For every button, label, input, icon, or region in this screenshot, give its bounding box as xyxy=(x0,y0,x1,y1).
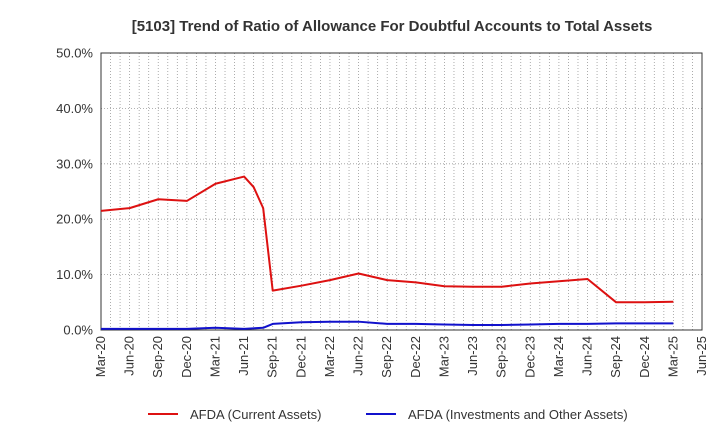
legend-label-1: AFDA (Current Assets) xyxy=(190,407,321,422)
series-line-1 xyxy=(100,175,674,304)
x-tick-label: Jun-20 xyxy=(122,336,137,376)
legend-label-2: AFDA (Investments and Other Assets) xyxy=(408,407,628,422)
plot-area: 0.0% 10.0% 20.0% 30.0% 40.0% 50.0% Mar-20 Jun-2… xyxy=(56,46,709,378)
y-tick-label: 40.0% xyxy=(56,101,93,116)
x-tick-label: Dec-24 xyxy=(637,336,652,378)
chart-title: [5103] Trend of Ratio of Allowance For D… xyxy=(132,18,653,35)
y-tick-label: 20.0% xyxy=(56,212,93,227)
y-tick-label: 50.0% xyxy=(56,46,93,61)
x-tick-label: Jun-21 xyxy=(236,336,251,376)
x-tick-label: Dec-22 xyxy=(408,336,423,378)
x-tick-label: Sep-22 xyxy=(379,336,394,378)
x-tick-label: Dec-23 xyxy=(522,336,537,378)
x-tick-label: Jun-23 xyxy=(465,336,480,376)
plot-frame xyxy=(100,52,703,331)
x-tick-label: Jun-24 xyxy=(580,336,595,376)
x-tick-label: Jun-25 xyxy=(694,336,709,376)
x-tick-label: Mar-24 xyxy=(551,336,566,377)
x-tick-label: Sep-21 xyxy=(265,336,280,378)
x-tick-label: Sep-23 xyxy=(494,336,509,378)
x-tick-label: Mar-20 xyxy=(93,336,108,377)
x-tick-label: Sep-24 xyxy=(608,336,623,378)
x-tick-label: Sep-20 xyxy=(150,336,165,378)
x-tick-label: Mar-22 xyxy=(322,336,337,377)
x-tick-label: Dec-20 xyxy=(179,336,194,378)
y-tick-label: 30.0% xyxy=(56,156,93,171)
x-tick-label: Jun-22 xyxy=(351,336,366,376)
x-tick-label: Mar-21 xyxy=(207,336,222,377)
y-tick-label: 0.0% xyxy=(63,323,93,338)
x-tick-label: Mar-23 xyxy=(436,336,451,377)
x-tick-label: Mar-25 xyxy=(665,336,680,377)
legend: AFDA (Current Assets) AFDA (Investments a… xyxy=(148,407,628,422)
x-tick-label: Dec-21 xyxy=(293,336,308,378)
series-line-2 xyxy=(101,320,674,330)
y-tick-label: 10.0% xyxy=(56,267,93,282)
